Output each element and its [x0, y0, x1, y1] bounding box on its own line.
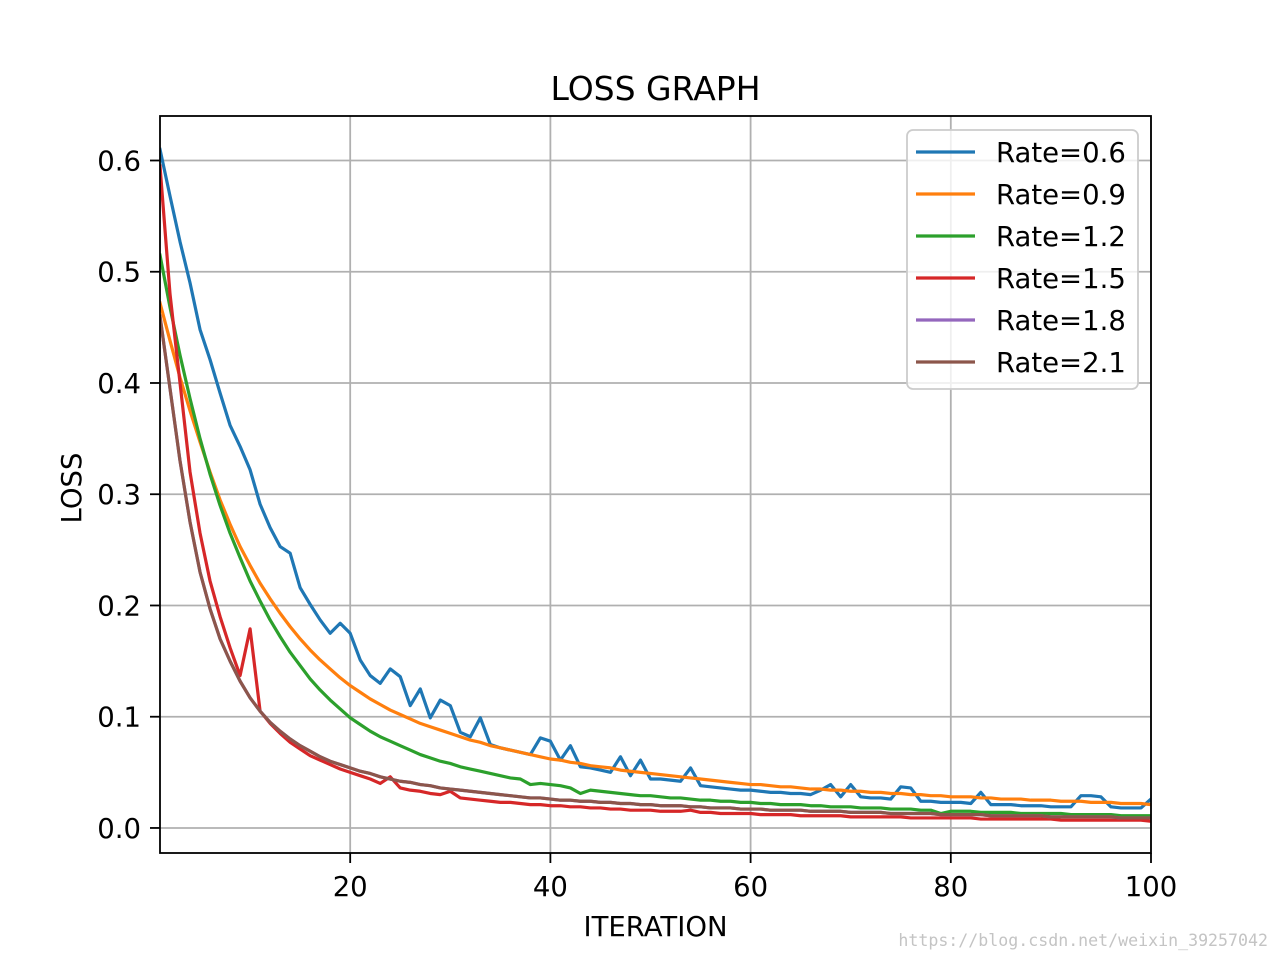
series-line-rate-1-5: [160, 164, 1151, 823]
watermark-text: https://blog.csdn.net/weixin_39257042: [898, 931, 1268, 950]
series-lines: [160, 147, 1151, 823]
plot-frame: [159, 115, 1152, 854]
legend: Rate=0.6 Rate=0.9 Rate=1.2 Rate=1.5 Rate=1.8…: [906, 129, 1139, 390]
x-axis: 20 40 60 80 100: [333, 853, 1178, 903]
x-tick-label-100: 100: [1125, 871, 1178, 903]
chart-title: LOSS GRAPH: [550, 69, 760, 108]
legend-label-rate-1-8: Rate=1.8: [996, 305, 1126, 337]
series-line-rate-2-1: [160, 314, 1151, 820]
y-tick-label-0-6: 0.6: [97, 145, 141, 177]
y-tick-label-0-5: 0.5: [97, 257, 141, 289]
x-tick-label-40: 40: [533, 871, 568, 903]
legend-label-rate-1-2: Rate=1.2: [996, 221, 1126, 253]
legend-label-rate-0-6: Rate=0.6: [996, 137, 1126, 169]
series-line-rate-0-9: [160, 300, 1151, 807]
x-axis-label: ITERATION: [583, 911, 727, 943]
legend-label-rate-1-5: Rate=1.5: [996, 263, 1126, 295]
y-tick-label-0-3: 0.3: [97, 479, 141, 511]
y-tick-label-0-4: 0.4: [97, 368, 141, 400]
x-tick-label-80: 80: [933, 871, 968, 903]
y-axis: 0.0 0.1 0.2 0.3 0.4 0.5 0.6: [97, 145, 160, 845]
y-tick-label-0-2: 0.2: [97, 590, 141, 622]
legend-label-rate-2-1: Rate=2.1: [996, 347, 1126, 379]
x-tick-label-20: 20: [333, 871, 368, 903]
y-tick-label-0-0: 0.0: [97, 813, 141, 845]
series-line-rate-1-2: [160, 253, 1151, 818]
x-tick-label-60: 60: [733, 871, 768, 903]
y-tick-label-0-1: 0.1: [97, 702, 141, 734]
y-axis-label: LOSS: [56, 453, 88, 524]
legend-label-rate-0-9: Rate=0.9: [996, 179, 1126, 211]
